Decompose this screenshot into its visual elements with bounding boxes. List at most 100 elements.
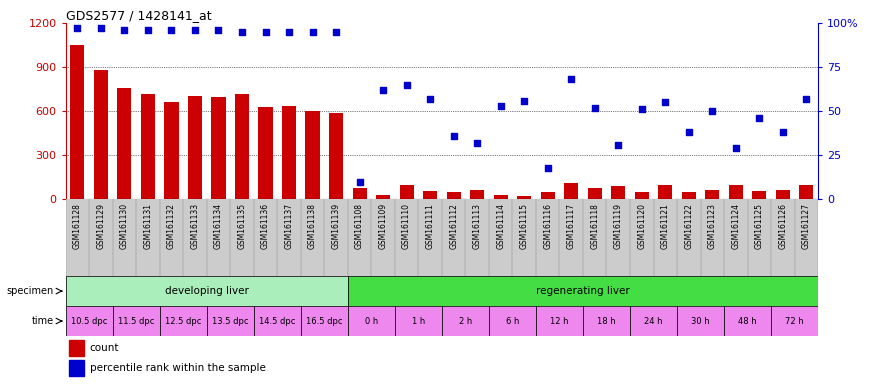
- Point: [729, 145, 743, 151]
- Point: [470, 140, 484, 146]
- Text: 10.5 dpc: 10.5 dpc: [71, 316, 108, 326]
- Bar: [517, 195, 531, 199]
- Text: regenerating liver: regenerating liver: [536, 286, 630, 296]
- Text: 1 h: 1 h: [412, 316, 425, 326]
- Bar: [117, 88, 131, 199]
- Bar: [329, 113, 343, 199]
- Bar: [705, 190, 719, 199]
- Text: 48 h: 48 h: [738, 316, 757, 326]
- Bar: [424, 191, 438, 199]
- Text: GSM161124: GSM161124: [732, 203, 740, 249]
- Bar: [536, 306, 583, 336]
- Bar: [771, 306, 818, 336]
- Bar: [677, 306, 724, 336]
- Bar: [348, 306, 395, 336]
- Text: 6 h: 6 h: [506, 316, 519, 326]
- Text: GSM161135: GSM161135: [237, 203, 247, 249]
- Point: [658, 99, 672, 106]
- Bar: [634, 192, 649, 199]
- Bar: [564, 183, 578, 199]
- Text: GSM161113: GSM161113: [473, 203, 481, 249]
- Text: GSM161137: GSM161137: [284, 203, 293, 249]
- Bar: [254, 306, 301, 336]
- Point: [517, 98, 531, 104]
- Point: [188, 27, 202, 33]
- Text: 72 h: 72 h: [785, 316, 804, 326]
- Bar: [493, 195, 507, 199]
- Bar: [682, 192, 696, 199]
- Point: [258, 29, 272, 35]
- Text: time: time: [31, 316, 54, 326]
- Text: GSM161110: GSM161110: [402, 203, 411, 249]
- Bar: [258, 107, 273, 199]
- Text: 12 h: 12 h: [550, 316, 569, 326]
- Text: 30 h: 30 h: [691, 316, 710, 326]
- Point: [212, 27, 226, 33]
- Text: developing liver: developing liver: [164, 286, 248, 296]
- Text: GSM161132: GSM161132: [167, 203, 176, 249]
- Text: GSM161109: GSM161109: [379, 203, 388, 249]
- Bar: [489, 306, 536, 336]
- Bar: [658, 185, 672, 199]
- Point: [353, 179, 367, 185]
- Bar: [206, 306, 254, 336]
- Point: [800, 96, 814, 102]
- Text: GSM161118: GSM161118: [591, 203, 599, 249]
- Point: [164, 27, 178, 33]
- Text: GSM161136: GSM161136: [261, 203, 270, 249]
- Bar: [66, 276, 348, 306]
- Text: GSM161138: GSM161138: [308, 203, 317, 249]
- Point: [752, 115, 766, 121]
- Text: 14.5 dpc: 14.5 dpc: [259, 316, 296, 326]
- Text: 16.5 dpc: 16.5 dpc: [306, 316, 342, 326]
- Bar: [301, 306, 348, 336]
- Text: GSM161116: GSM161116: [543, 203, 552, 249]
- Text: GSM161122: GSM161122: [684, 203, 693, 249]
- Point: [329, 29, 343, 35]
- Text: GDS2577 / 1428141_at: GDS2577 / 1428141_at: [66, 9, 211, 22]
- Text: specimen: specimen: [7, 286, 54, 296]
- Text: GSM161115: GSM161115: [520, 203, 528, 249]
- Bar: [353, 188, 367, 199]
- Point: [94, 25, 108, 31]
- Point: [282, 29, 296, 35]
- Bar: [400, 185, 414, 199]
- Text: GSM161133: GSM161133: [191, 203, 200, 249]
- Text: GSM161134: GSM161134: [214, 203, 223, 249]
- Text: 0 h: 0 h: [365, 316, 378, 326]
- Text: GSM161123: GSM161123: [708, 203, 717, 249]
- Bar: [94, 70, 108, 199]
- Point: [117, 27, 131, 33]
- Bar: [588, 187, 602, 199]
- Point: [400, 82, 414, 88]
- Bar: [188, 96, 202, 199]
- Point: [612, 142, 626, 148]
- Text: GSM161125: GSM161125: [755, 203, 764, 249]
- Point: [446, 133, 460, 139]
- Text: GSM161127: GSM161127: [802, 203, 811, 249]
- Point: [776, 129, 790, 136]
- Text: GSM161120: GSM161120: [637, 203, 647, 249]
- Text: GSM161129: GSM161129: [96, 203, 105, 249]
- Bar: [442, 306, 489, 336]
- Text: GSM161108: GSM161108: [355, 203, 364, 249]
- Bar: [160, 306, 206, 336]
- Bar: [164, 103, 178, 199]
- Text: GSM161111: GSM161111: [425, 203, 435, 249]
- Bar: [611, 186, 626, 199]
- Point: [634, 106, 648, 113]
- Point: [235, 29, 249, 35]
- Text: 12.5 dpc: 12.5 dpc: [165, 316, 201, 326]
- Point: [541, 164, 555, 170]
- Text: percentile rank within the sample: percentile rank within the sample: [90, 363, 266, 373]
- Text: count: count: [90, 343, 119, 353]
- Text: GSM161112: GSM161112: [449, 203, 458, 249]
- Text: GSM161139: GSM161139: [332, 203, 340, 249]
- Text: GSM161131: GSM161131: [144, 203, 152, 249]
- Bar: [66, 306, 113, 336]
- Bar: [113, 306, 160, 336]
- Bar: [234, 94, 249, 199]
- Bar: [729, 185, 743, 199]
- Text: GSM161130: GSM161130: [120, 203, 129, 249]
- Bar: [630, 306, 677, 336]
